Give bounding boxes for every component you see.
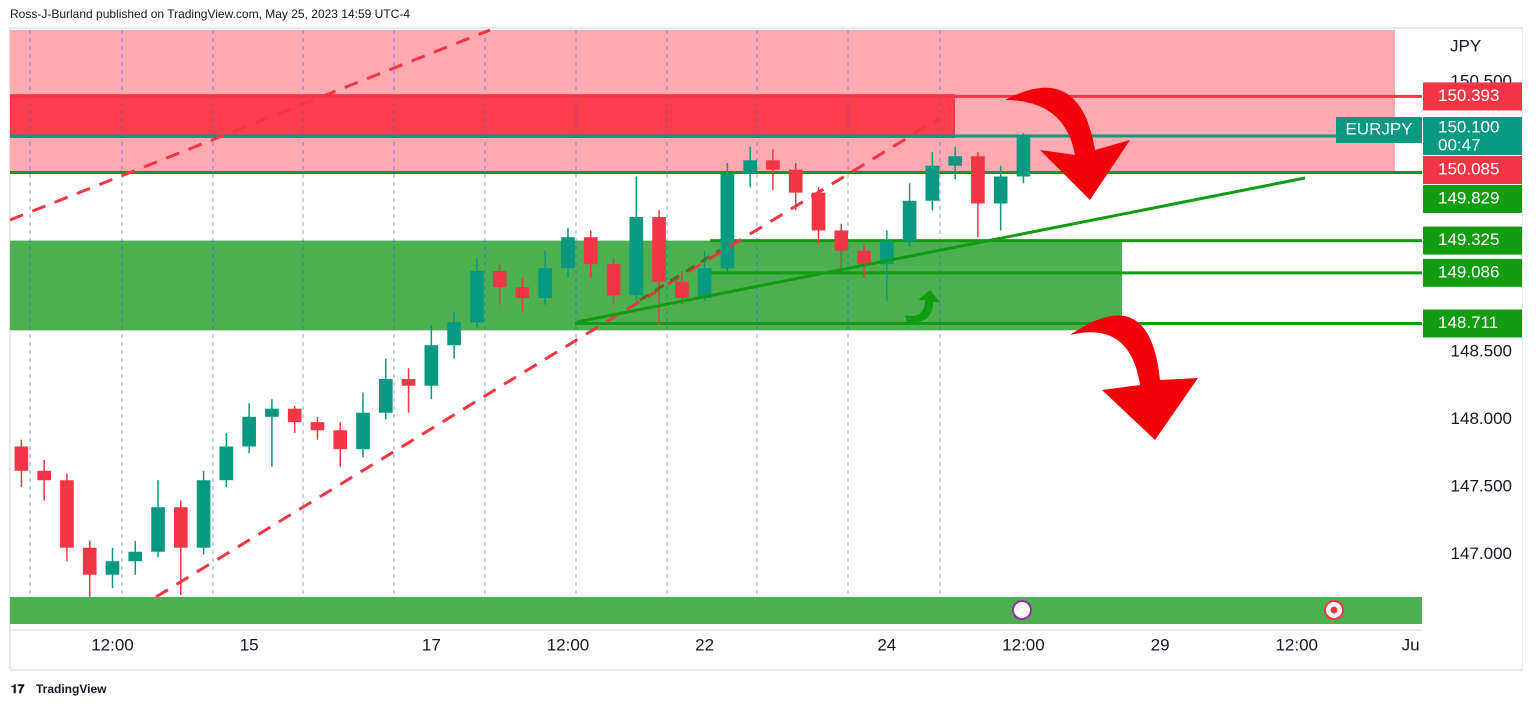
candle-body [242,416,256,447]
candle-body [82,547,97,575]
price-label-box [1423,184,1522,213]
candle-body [538,268,553,298]
trend-line [576,176,1306,324]
candle-body [879,241,894,265]
symbol-label: EURJPY [1345,119,1412,138]
x-tick-label: 12:00 [1002,635,1045,654]
price-label: 150.100 [1438,117,1499,136]
candle-body [151,507,165,552]
candle-body [675,281,689,298]
candle-body [105,561,120,575]
y-tick-label: 148.500 [1451,341,1512,360]
candle-body [424,345,439,386]
candle-body [515,287,530,298]
x-tick-label: 15 [240,635,259,654]
candle-body [788,169,803,193]
candle-body [993,176,1008,204]
price-label-box [1423,258,1522,287]
y-tick-label: 147.500 [1451,476,1512,495]
candle-body [857,250,871,265]
trend-line [639,248,721,302]
brand: TradingView [36,682,107,696]
price-label-box [1423,116,1522,155]
price-label: 149.086 [1438,262,1499,281]
price-label: 149.325 [1438,230,1499,249]
candle-body [196,480,211,548]
candle-body [971,156,985,204]
event-icon [1012,600,1032,620]
candle-body [60,480,74,548]
candle-body [720,173,735,269]
candle-body [652,216,666,282]
price-label-box [1423,82,1522,111]
candle-body [37,470,51,481]
arrow-up [905,290,940,323]
candle-body [766,160,780,170]
candle-body [697,268,712,298]
price-label-box [1423,309,1522,338]
candle-body [128,551,143,562]
candle-body [811,192,826,231]
candle-body [447,322,461,346]
candle-body [561,237,575,269]
price-label-box [1423,226,1522,255]
arrow-down [1005,87,1130,200]
arrow-down [1070,315,1198,440]
price-label: 149.829 [1438,188,1499,207]
candle-body [948,156,962,166]
trend-channel [114,116,941,624]
x-tick-label: 22 [695,635,714,654]
x-tick-label: 12:00 [1275,635,1318,654]
drawings [9,28,1422,624]
price-label-box [1423,155,1522,184]
x-tick-label: 24 [877,635,896,654]
price-label: 148.711 [1438,313,1498,332]
candle-body [1016,135,1031,177]
y-tick-label: 147.000 [1451,544,1512,563]
price-label: 150.393 [1438,86,1499,105]
candle-body [356,412,370,450]
candle-body [219,446,234,481]
candle-body [492,270,507,288]
candle-body [743,160,757,174]
x-tick-label: 29 [1151,635,1170,654]
price-label: 150.085 [1438,159,1499,178]
x-tick-label: Ju [1402,635,1420,654]
publisher-note: Ross-J-Burland published on TradingView.… [10,7,410,21]
candle-body [583,237,598,265]
event-icon [1330,606,1338,614]
candle-body [470,270,484,323]
x-tick-label: 17 [422,635,441,654]
candle-body [401,378,416,386]
x-tick-label: 12:00 [91,635,134,654]
candle-body [378,378,393,413]
countdown: 00:47 [1438,135,1481,154]
candle-body [606,264,621,296]
candle-body [310,422,325,431]
y-tick-label: 148.000 [1451,409,1512,428]
candle-body [333,430,348,450]
candle-body [287,408,302,423]
x-tick-label: 12:00 [547,635,590,654]
symbol-box [1336,116,1422,143]
zone [10,94,955,138]
candle-body [14,446,29,471]
candle-body [925,165,940,201]
candle-body [265,408,279,417]
brand-logo: 𝟏𝟕 [11,682,25,696]
candle-body [173,507,188,548]
events-bar [10,597,1422,624]
currency-label: JPY [1450,36,1481,55]
candle-body [902,200,917,242]
candle-body [629,216,644,296]
candle-body [834,230,849,251]
